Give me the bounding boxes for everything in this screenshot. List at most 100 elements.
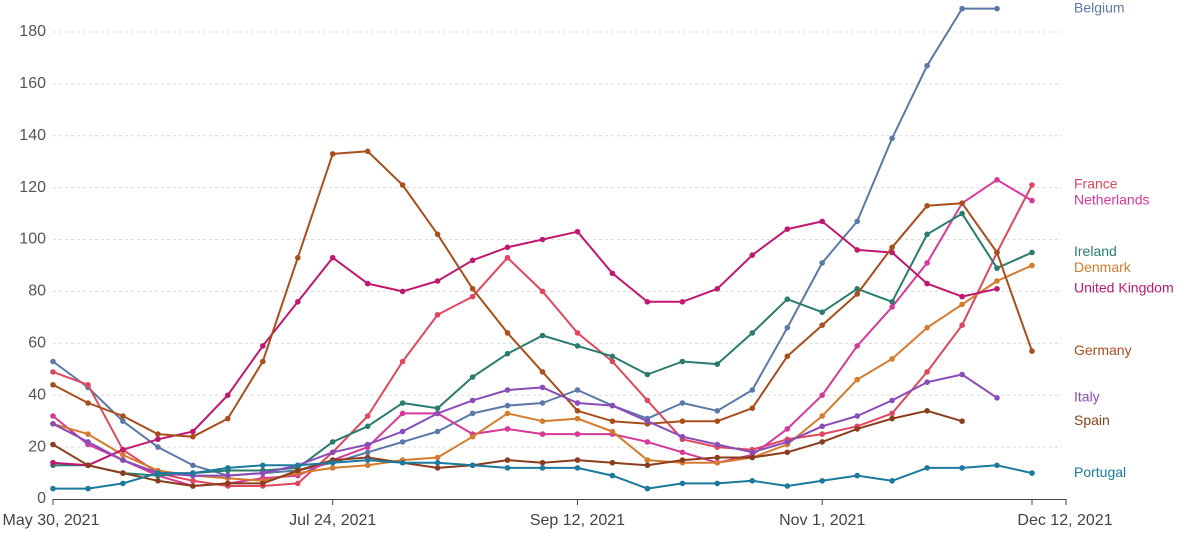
data-point-ireland-23 (854, 286, 860, 292)
data-point-denmark-9 (364, 462, 371, 469)
data-point-portugal-4 (190, 470, 196, 476)
data-point-germany-0 (50, 382, 56, 388)
data-point-italy-11 (434, 410, 441, 417)
data-point-portugal-26 (959, 465, 965, 471)
data-point-germany-24 (889, 244, 895, 251)
data-point-belgium-26 (959, 5, 965, 12)
series-united-kingdom (50, 218, 1000, 469)
data-point-italy-22 (819, 423, 825, 430)
data-point-denmark-1 (85, 431, 91, 437)
data-point-france-24 (889, 410, 895, 417)
data-point-united-kingdom-22 (819, 218, 825, 225)
data-point-united-kingdom-18 (679, 299, 686, 305)
data-point-italy-19 (714, 441, 721, 448)
data-point-united-kingdom-0 (50, 459, 56, 466)
data-point-france-12 (469, 293, 476, 300)
data-point-spain-24 (889, 415, 895, 422)
y-axis-ticks: 0 20 40 60 80 100 120 140 160 180 (19, 23, 46, 507)
data-point-portugal-27 (994, 462, 1000, 469)
data-point-spain-14 (539, 459, 546, 466)
data-point-italy-18 (679, 433, 686, 440)
data-point-denmark-27 (994, 278, 1000, 284)
data-point-portugal-20 (749, 478, 756, 484)
series-ireland (50, 210, 1035, 479)
data-point-portugal-28 (1029, 470, 1035, 476)
data-point-spain-26 (959, 418, 965, 425)
data-point-france-26 (959, 322, 965, 329)
data-point-portugal-5 (225, 465, 231, 471)
data-point-denmark-12 (469, 433, 476, 440)
data-point-italy-26 (959, 371, 965, 378)
data-point-portugal-14 (539, 465, 546, 471)
data-point-france-11 (434, 312, 441, 318)
data-point-spain-5 (225, 480, 231, 487)
data-point-italy-0 (50, 421, 56, 427)
data-point-belgium-25 (924, 62, 930, 69)
data-point-spain-21 (784, 449, 791, 456)
data-point-united-kingdom-27 (994, 286, 1000, 292)
x-tick-label-may-30-2021: May 30, 2021 (3, 512, 100, 529)
data-point-belgium-14 (539, 400, 546, 406)
data-point-portugal-21 (784, 483, 791, 489)
data-point-france-9 (364, 413, 371, 419)
data-point-netherlands-18 (679, 449, 686, 456)
data-point-portugal-16 (609, 472, 616, 479)
x-axis-ticks: May 30, 2021 Jul 24, 2021 Sep 12, 2021 Nov … (3, 499, 1113, 529)
data-point-spain-25 (924, 408, 930, 414)
data-point-united-kingdom-4 (190, 428, 196, 435)
series-label-germany: Germany (1074, 342, 1132, 358)
data-point-germany-12 (469, 286, 476, 292)
data-point-united-kingdom-9 (364, 280, 371, 287)
data-point-netherlands-25 (924, 260, 930, 266)
data-point-belgium-11 (434, 428, 441, 435)
data-point-portugal-12 (469, 462, 476, 469)
data-point-portugal-2 (120, 480, 126, 487)
data-point-belgium-12 (469, 410, 476, 417)
x-tick-label-nov-1-2021: Nov 1, 2021 (779, 512, 865, 529)
data-point-germany-3 (155, 431, 161, 437)
data-point-united-kingdom-25 (924, 280, 930, 287)
data-point-spain-4 (190, 483, 196, 489)
data-point-france-14 (539, 288, 546, 295)
data-point-germany-21 (784, 353, 791, 360)
series-label-france: France (1074, 176, 1118, 192)
data-point-germany-5 (225, 415, 231, 422)
data-point-belgium-23 (854, 218, 860, 225)
data-point-belgium-2 (120, 418, 126, 425)
data-point-united-kingdom-7 (295, 299, 301, 305)
data-point-united-kingdom-13 (504, 244, 511, 251)
data-point-portugal-22 (819, 478, 825, 484)
y-tick-label-60: 60 (28, 335, 46, 352)
data-point-denmark-17 (644, 457, 651, 463)
data-point-spain-6 (260, 480, 266, 487)
data-point-denmark-26 (959, 301, 965, 308)
data-point-germany-10 (399, 182, 406, 188)
data-point-belgium-19 (714, 408, 721, 414)
data-point-portugal-8 (329, 459, 336, 466)
data-point-germany-1 (85, 400, 91, 406)
data-point-belgium-15 (574, 387, 581, 393)
data-point-germany-11 (434, 231, 441, 238)
data-point-ireland-11 (434, 405, 441, 412)
data-point-spain-17 (644, 462, 651, 469)
data-point-denmark-11 (434, 454, 441, 461)
data-point-denmark-15 (574, 415, 581, 422)
data-point-united-kingdom-17 (644, 299, 651, 305)
data-point-ireland-24 (889, 299, 895, 305)
data-point-united-kingdom-16 (609, 270, 616, 277)
data-point-united-kingdom-21 (784, 226, 791, 232)
data-point-spain-2 (120, 470, 126, 476)
data-point-portugal-3 (155, 470, 161, 476)
data-point-denmark-8 (329, 465, 336, 471)
data-point-portugal-13 (504, 465, 511, 471)
data-point-netherlands-10 (399, 410, 406, 417)
data-point-france-22 (819, 431, 825, 437)
series-belgium (50, 5, 1000, 479)
y-tick-label-140: 140 (19, 127, 46, 144)
data-point-germany-20 (749, 405, 756, 412)
data-point-france-0 (50, 369, 56, 375)
data-point-ireland-27 (994, 265, 1000, 271)
series-line-united-kingdom (52, 220, 998, 467)
data-point-france-25 (924, 369, 930, 375)
